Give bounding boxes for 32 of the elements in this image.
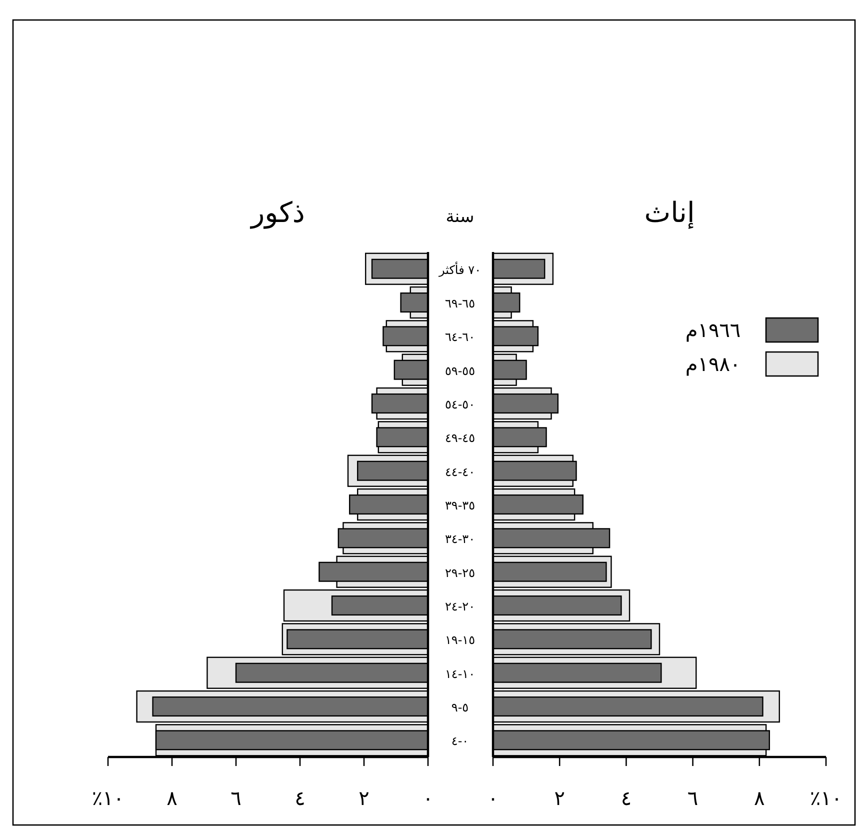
- x-tick-label: ١٠٪: [92, 786, 124, 810]
- x-tick-label: ٢: [358, 786, 370, 810]
- y-axis-title: سنة: [446, 207, 474, 227]
- y-tick-label: ١٥-١٩: [444, 633, 476, 648]
- y-tick-label: ٦٠-٦٤: [444, 330, 476, 344]
- y-tick-label: ٥٥-٥٩: [444, 364, 476, 378]
- chart-title: ذكور: [249, 196, 305, 229]
- x-tick-label: ٢: [554, 786, 565, 810]
- y-tick-label: ١٠-١٤: [444, 666, 476, 681]
- x-tick-label: ٠: [422, 786, 434, 810]
- y-tick-label: ٥٠-٥٤: [444, 398, 476, 412]
- y-tick-label: ٦٥-٦٩: [444, 296, 476, 310]
- legend-label: ١٩٦٦م: [685, 318, 741, 342]
- x-tick-label: ٨: [754, 786, 766, 810]
- legend-label: ١٩٨٠م: [685, 352, 741, 376]
- y-tick-label: ٤٥-٤٩: [444, 431, 476, 446]
- y-tick-label: ٠-٤: [451, 734, 469, 748]
- x-tick-label: ٦: [230, 786, 242, 810]
- y-tick-label: ٣٠-٣٤: [444, 532, 476, 546]
- y-tick-label: ٢٠-٢٤: [444, 600, 476, 614]
- x-tick-label: ٠: [488, 786, 498, 810]
- y-tick-label: ٧٠ فأكثر: [438, 260, 482, 277]
- x-tick-label: ٦: [687, 786, 698, 810]
- x-tick-label: ١٠٪: [810, 786, 842, 810]
- y-tick-label: ٣٥-٣٩: [444, 498, 476, 512]
- chart-title: إناث: [644, 196, 695, 229]
- x-tick-label: ٤: [620, 786, 632, 810]
- y-tick-label: ٢٥-٢٩: [444, 566, 476, 580]
- y-tick-label: ٥-٩: [451, 700, 469, 714]
- x-tick-label: ٨: [166, 786, 178, 810]
- x-tick-label: ٤: [294, 786, 306, 810]
- y-tick-label: ٤٠-٤٤: [444, 464, 476, 479]
